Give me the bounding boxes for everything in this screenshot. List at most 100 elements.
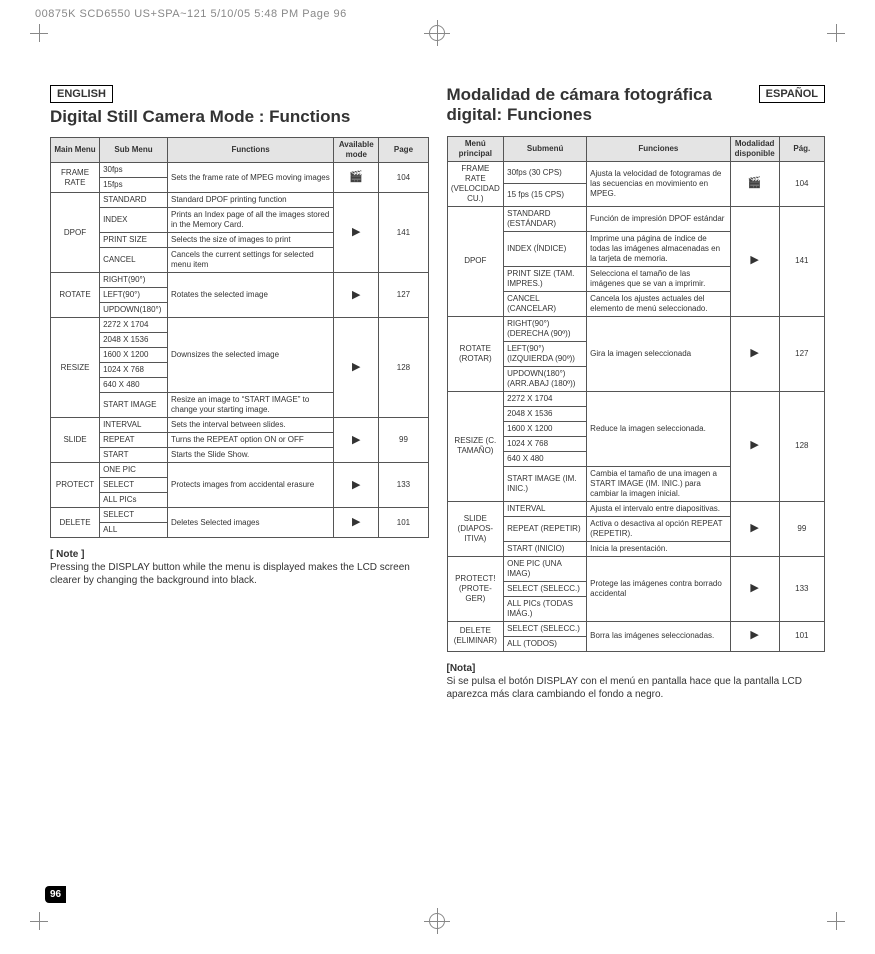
cell-sub: 640 X 480 [504,451,587,466]
table-row: DELETE SELECT Deletes Selected images ▶ … [51,508,429,523]
cell-sub: 2048 X 1536 [100,333,168,348]
play-mode-icon: ▶ [334,418,379,463]
cell-sub: ONE PIC (UNA IMAG) [504,556,587,581]
movie-mode-icon: 🎬 [730,161,779,206]
play-mode-icon: ▶ [334,508,379,538]
movie-mode-icon: 🎬 [334,163,379,193]
cell-sub: LEFT(90°) [100,288,168,303]
play-mode-icon: ▶ [730,316,779,391]
play-mode-icon: ▶ [730,501,779,556]
language-badge-english: ENGLISH [50,85,113,103]
cell-main: SLIDE [51,418,100,463]
cell-sub: ALL PICs (TODAS IMÁG.) [504,596,587,621]
cell-sub: 1600 X 1200 [100,348,168,363]
header-page: Page [379,138,428,163]
cell-func: Cambia el tamaño de una imagen a START I… [587,466,730,501]
cell-func: Standard DPOF printing function [168,193,334,208]
cell-sub: ALL PICs [100,493,168,508]
cell-main: FRAME RATE (VELOCIDAD CU.) [447,161,504,206]
cell-sub: ALL (TODOS) [504,636,587,651]
cell-page: 101 [779,621,824,651]
cell-func: Sets the frame rate of MPEG moving image… [168,163,334,193]
cell-func: Activa o desactiva al opción REPEAT (REP… [587,516,730,541]
functions-table-spanish: Menú principal Submenú Funciones Modalid… [447,136,826,652]
cell-func: Protects images from accidental erasure [168,463,334,508]
cell-sub: START IMAGE [100,393,168,418]
table-row: ROTATE (ROTAR) RIGHT(90°) (DERECHA (90º)… [447,316,825,341]
table-header-row: Menú principal Submenú Funciones Modalid… [447,136,825,161]
cell-func: Protege las imágenes contra borrado acci… [587,556,730,621]
cell-page: 104 [779,161,824,206]
play-mode-icon: ▶ [730,556,779,621]
table-row: DELETE (ELIMINAR) SELECT (SELECC.) Borra… [447,621,825,636]
cell-main: ROTATE [51,273,100,318]
note-text: Si se pulsa el botón DISPLAY con el menú… [447,676,802,700]
play-mode-icon: ▶ [334,273,379,318]
cell-main: DPOF [447,206,504,316]
page-number-badge: 96 [45,886,66,903]
note-label: [ Note ] [50,549,84,560]
cell-page: 128 [379,318,428,418]
play-mode-icon: ▶ [334,463,379,508]
cell-sub: 30fps (30 CPS) [504,161,587,184]
cell-sub: STANDARD (ESTÁNDAR) [504,206,587,231]
cell-main: SLIDE (DIAPOS-ITIVA) [447,501,504,556]
cell-func: Starts the Slide Show. [168,448,334,463]
header-functions: Funciones [587,136,730,161]
cell-page: 133 [779,556,824,621]
cell-sub: INTERVAL [100,418,168,433]
cell-func: Sets the interval between slides. [168,418,334,433]
crop-mark [30,24,48,42]
header-available-mode: Available mode [334,138,379,163]
cell-func: Cancela los ajustes actuales del element… [587,291,730,316]
cell-sub: LEFT(90°) (IZQUIERDA (90º)) [504,341,587,366]
cell-func: Borra las imágenes seleccionadas. [587,621,730,651]
cell-sub: ONE PIC [100,463,168,478]
cell-main: ROTATE (ROTAR) [447,316,504,391]
cell-sub: 30fps [100,163,168,178]
cell-sub: START (INICIO) [504,541,587,556]
table-row: RESIZE (C. TAMAÑO) 2272 X 1704 Reduce la… [447,391,825,406]
play-mode-icon: ▶ [730,621,779,651]
cell-sub: 1600 X 1200 [504,421,587,436]
cell-sub: UPDOWN(180°) [100,303,168,318]
note-english: [ Note ] Pressing the DISPLAY button whi… [50,548,429,587]
table-row: SLIDE (DIAPOS-ITIVA) INTERVAL Ajusta el … [447,501,825,516]
cell-sub: 2272 X 1704 [504,391,587,406]
cell-func: Ajusta el intervalo entre diapositivas. [587,501,730,516]
spanish-column: Modalidad de cámara fotográfica digital:… [447,85,826,899]
cell-page: 99 [379,418,428,463]
cell-main: PROTECT! (PROTE-GER) [447,556,504,621]
header-available-mode: Modalidad disponible [730,136,779,161]
note-label: [Nota] [447,663,476,674]
cell-sub: ALL [100,523,168,538]
header-main-menu: Menú principal [447,136,504,161]
cell-sub: START [100,448,168,463]
cell-sub: INDEX (ÍNDICE) [504,231,587,266]
cell-sub: CANCEL [100,248,168,273]
header-page: Pág. [779,136,824,161]
table-header-row: Main Menu Sub Menu Functions Available m… [51,138,429,163]
cell-main: DELETE (ELIMINAR) [447,621,504,651]
cell-sub: REPEAT [100,433,168,448]
note-text: Pressing the DISPLAY button while the me… [50,562,410,586]
table-row: DPOF STANDARD Standard DPOF printing fun… [51,193,429,208]
cell-page: 128 [779,391,824,501]
cell-page: 101 [379,508,428,538]
cell-main: FRAME RATE [51,163,100,193]
cell-func: Rotates the selected image [168,273,334,318]
crop-mark [30,912,48,930]
language-badge-spanish: ESPAÑOL [759,85,825,103]
cell-main: DELETE [51,508,100,538]
cell-sub: START IMAGE (IM. INIC.) [504,466,587,501]
section-title-english: Digital Still Camera Mode : Functions [50,107,429,127]
cell-sub: INDEX [100,208,168,233]
cell-page: 141 [379,193,428,273]
cell-func: Función de impresión DPOF estándar [587,206,730,231]
cell-sub: 2048 X 1536 [504,406,587,421]
table-row: ROTATE RIGHT(90°) Rotates the selected i… [51,273,429,288]
cell-func: Selecciona el tamaño de las imágenes que… [587,266,730,291]
header-functions: Functions [168,138,334,163]
cell-sub: PRINT SIZE (TAM. IMPRES.) [504,266,587,291]
cell-func: Cancels the current settings for selecte… [168,248,334,273]
